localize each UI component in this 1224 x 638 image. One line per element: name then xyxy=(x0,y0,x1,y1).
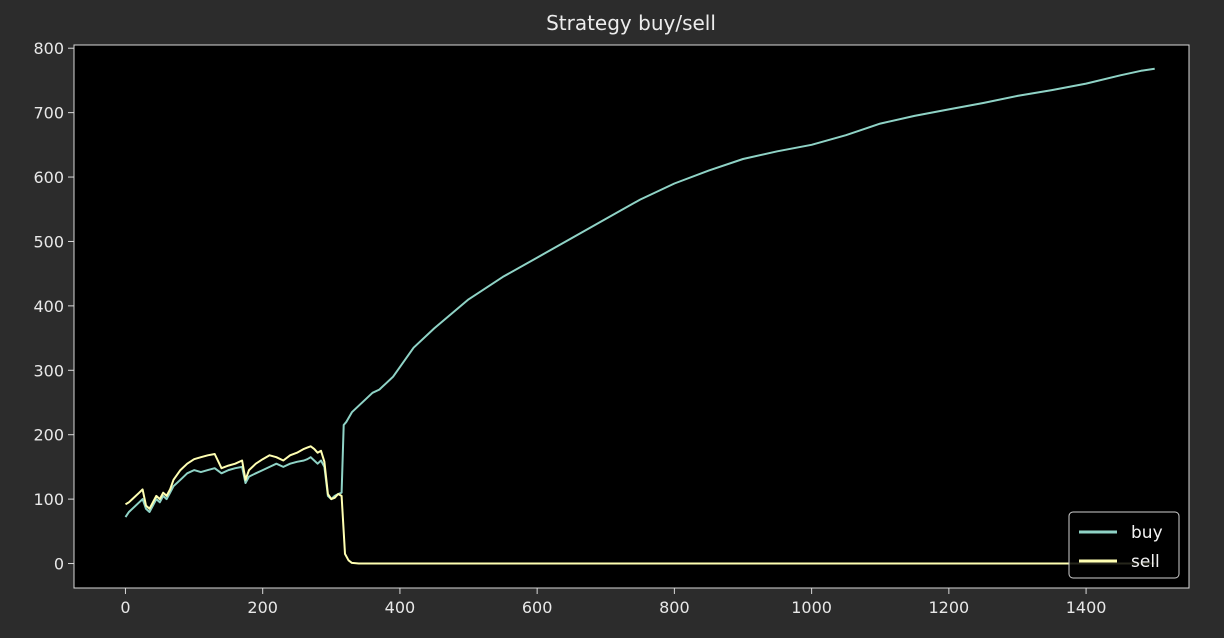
series-line-sell xyxy=(124,445,1155,565)
x-tick-label: 0 xyxy=(120,598,130,617)
y-tick-label: 700 xyxy=(33,104,64,123)
x-tick-label: 1400 xyxy=(1066,598,1107,617)
y-tick-label: 400 xyxy=(33,297,64,316)
x-tick-label: 1200 xyxy=(928,598,969,617)
x-tick-label: 200 xyxy=(247,598,278,617)
x-axis: 0 200 400 600 800 1000 1200 1400 xyxy=(120,588,1106,617)
y-tick-label: 300 xyxy=(33,361,64,380)
x-tick-label: 1000 xyxy=(791,598,832,617)
chart-title: Strategy buy/sell xyxy=(546,11,716,35)
y-tick-label: 800 xyxy=(33,39,64,58)
y-tick-label: 0 xyxy=(54,555,64,574)
series-layer xyxy=(124,67,1155,565)
y-tick-label: 100 xyxy=(33,490,64,509)
legend-label-sell: sell xyxy=(1131,552,1160,572)
x-tick-label: 400 xyxy=(385,598,416,617)
y-axis: 0 100 200 300 400 500 600 700 800 xyxy=(33,39,74,574)
x-tick-label: 600 xyxy=(522,598,553,617)
plot-area xyxy=(74,45,1189,588)
y-tick-label: 500 xyxy=(33,232,64,251)
legend-label-buy: buy xyxy=(1131,523,1163,543)
y-tick-label: 600 xyxy=(33,168,64,187)
y-tick-label: 200 xyxy=(33,426,64,445)
plot-frame xyxy=(73,44,1190,589)
x-tick-label: 800 xyxy=(659,598,690,617)
legend: buy sell xyxy=(1068,511,1180,579)
legend-box xyxy=(1068,511,1180,579)
